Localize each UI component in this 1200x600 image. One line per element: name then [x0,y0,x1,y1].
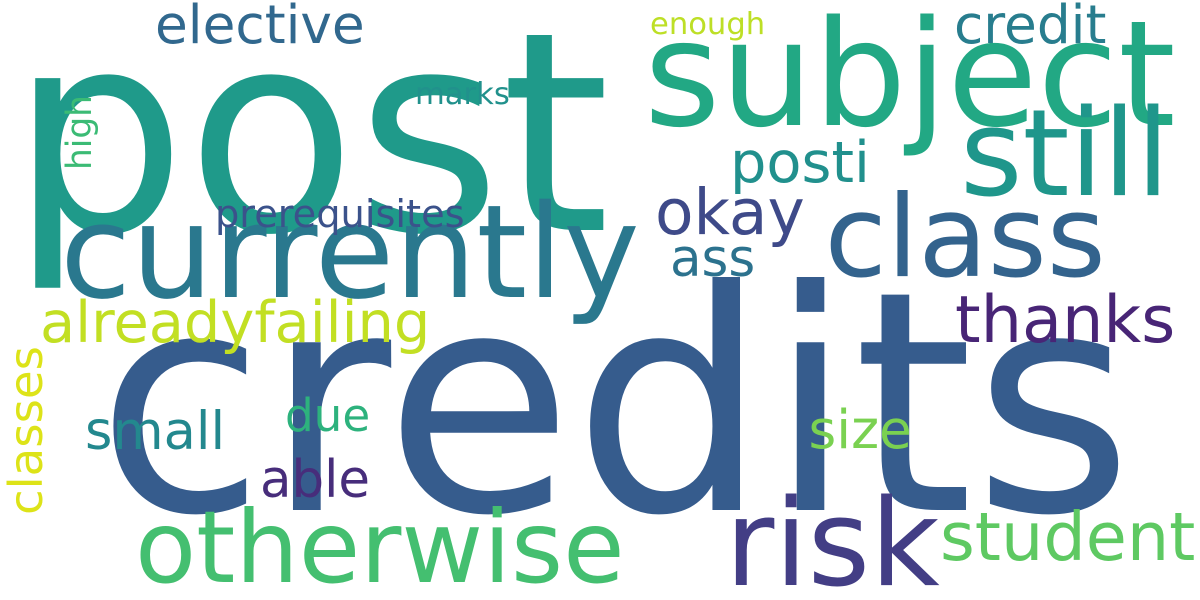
word-due: due [285,388,371,442]
word-alreadyfailing: alreadyfailing [40,289,431,356]
word-risk: risk [725,475,940,600]
word-thanks: thanks [955,281,1176,358]
word-posti: posti [730,129,870,196]
word-student: student [940,498,1196,576]
word-prerequisites: prerequisites [215,192,465,237]
word-size: size [808,398,912,461]
word-marks: marks [415,76,510,112]
word-ass: ass [670,229,756,289]
word-able: able [260,449,371,510]
word-otherwise: otherwise [135,488,625,600]
word-elective: elective [155,0,365,56]
word-classes: classes [0,345,54,515]
word-enough: enough [650,6,766,42]
word-post: post [10,0,610,296]
word-high: high [60,95,100,170]
word-still: still [960,85,1170,224]
word-subject: subject [644,0,1176,160]
word-okay: okay [655,176,805,249]
word-class: class [824,171,1106,303]
word-currently: currently [60,176,640,328]
word-small: small [85,401,226,462]
word-credits: credits [96,225,1134,583]
word-credit: credit [954,0,1107,56]
